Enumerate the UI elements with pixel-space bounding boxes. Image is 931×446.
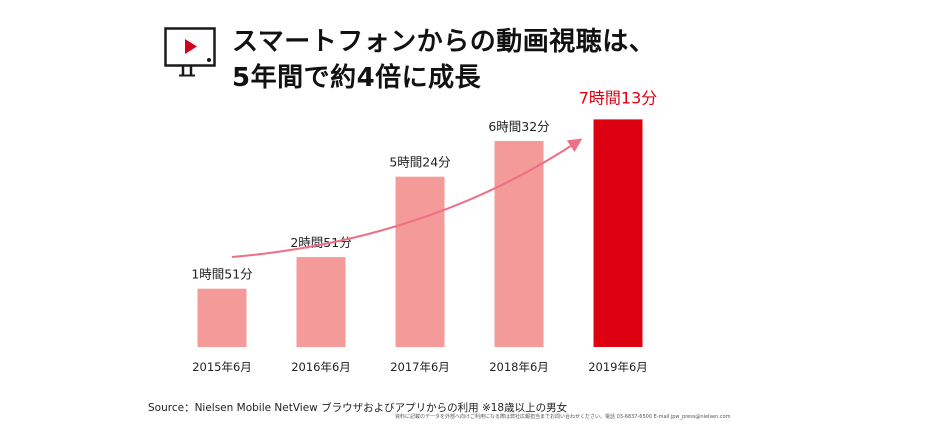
bar-3 [395, 176, 445, 347]
video-player-icon [164, 27, 216, 77]
data-label-4: 6時間32分 [488, 119, 549, 134]
title-line-2: 5年間で約4倍に成長 [232, 63, 482, 93]
bar-4 [494, 141, 544, 347]
category-label-5: 2019年6月 [588, 360, 648, 374]
category-label-1: 2015年6月 [192, 360, 252, 374]
source-note: Source：Nielsen Mobile NetView ブラウザおよびアプリ… [148, 402, 568, 414]
footnote: 資料に記載のデータを外部へ向けご利用になる際は弊社広報担当までお問い合わせくださ… [395, 414, 731, 420]
title-line-1: スマートフォンからの動画視聴は、 [232, 27, 656, 57]
data-label-3: 5時間24分 [389, 155, 450, 170]
bar-2 [296, 257, 346, 347]
category-label-4: 2018年6月 [489, 360, 549, 374]
bar-1 [197, 288, 247, 347]
category-label-2: 2016年6月 [291, 360, 351, 374]
bar-5 [593, 119, 643, 348]
page-title: スマートフォンからの動画視聴は、 5年間で約4倍に成長 [232, 24, 655, 96]
trend-arrow [231, 138, 583, 258]
category-label-3: 2017年6月 [390, 360, 450, 374]
data-label-5: 7時間13分 [579, 88, 658, 107]
data-label-2: 2時間51分 [290, 235, 351, 250]
data-label-1: 1時間51分 [191, 267, 252, 282]
